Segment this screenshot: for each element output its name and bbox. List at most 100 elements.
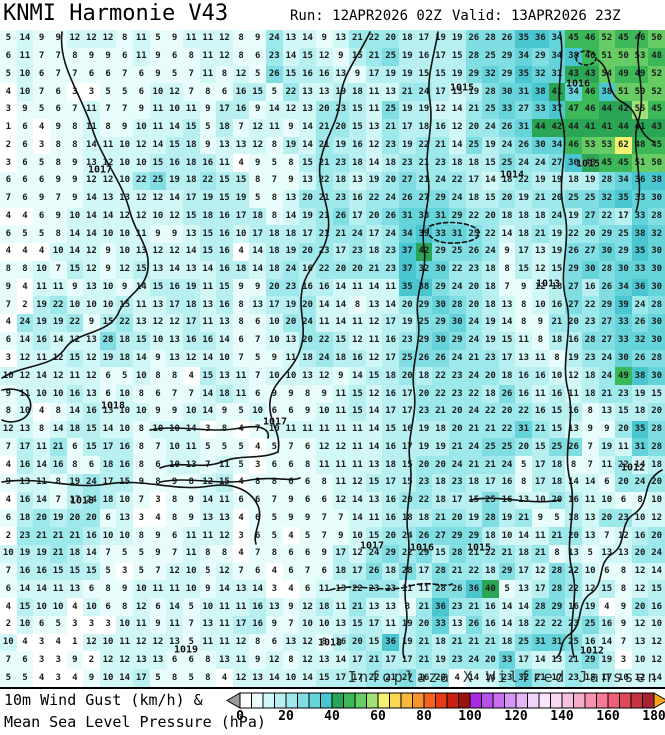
gust-value: 3 <box>83 615 100 634</box>
colorbar-cell <box>573 692 586 709</box>
gust-value: 12 <box>216 562 233 581</box>
gust-value: 6 <box>598 562 616 581</box>
gust-value: 5 <box>182 669 200 687</box>
gust-value: 8 <box>133 527 150 545</box>
gust-value: 20 <box>332 260 350 279</box>
gust-value: 8 <box>581 402 599 421</box>
gust-value: 10 <box>149 420 167 439</box>
pressure-label: 1014 <box>499 169 525 181</box>
gust-value: 18 <box>382 562 399 581</box>
pressure-label: 1015 <box>466 542 492 554</box>
gust-value: 6 <box>249 491 266 510</box>
gust-value: 14 <box>33 491 50 510</box>
gust-value: 15 <box>399 473 416 492</box>
gust-value: 8 <box>49 225 67 244</box>
gust-value: 9 <box>49 30 67 48</box>
gust-value: 43 <box>648 118 665 137</box>
gust-value: 8 <box>133 420 150 439</box>
gust-value: 30 <box>498 83 516 102</box>
gust-value: 23 <box>415 402 433 421</box>
gust-value: 12 <box>16 367 34 386</box>
gust-value: 21 <box>448 562 466 581</box>
gust-value: 18 <box>182 154 200 173</box>
gust-value: 16 <box>399 420 416 439</box>
gust-value: 13 <box>216 314 233 332</box>
gust-value: 17 <box>399 651 416 670</box>
gust-value: 33 <box>498 101 516 119</box>
gust-value: 22 <box>482 544 499 563</box>
gust-value: 19 <box>282 296 300 315</box>
gust-value: 55 <box>631 101 649 119</box>
gust-value: 7 <box>232 118 250 137</box>
gust-value: 6 <box>282 473 300 492</box>
gust-value: 43 <box>581 154 599 173</box>
gust-value: 10 <box>266 367 283 386</box>
gust-value: 12 <box>249 118 266 137</box>
gust-value: 5 <box>116 367 133 386</box>
gust-value: 26 <box>415 349 433 368</box>
gust-value: 13 <box>598 402 616 421</box>
gust-value: 44 <box>615 118 632 137</box>
gust-value: 32 <box>415 260 433 279</box>
gust-value: 13 <box>515 491 532 510</box>
gust-value: 6 <box>16 136 34 155</box>
gust-value: 11 <box>133 30 150 48</box>
gust-value: 18 <box>548 473 566 492</box>
gust-value: 4 <box>232 473 250 492</box>
gust-value: 19 <box>432 30 449 48</box>
gust-value: 4 <box>182 367 200 386</box>
gust-value: 4 <box>232 509 250 528</box>
gust-value: 10 <box>266 331 283 350</box>
gust-value: 17 <box>365 225 383 244</box>
gust-value: 17 <box>598 669 616 687</box>
gust-value: 5 <box>16 225 34 244</box>
colorbar-cell <box>504 692 517 709</box>
gust-value: 6 <box>315 491 333 510</box>
pressure-label: 1018 <box>69 495 95 507</box>
gust-value: 9 <box>66 189 84 208</box>
gust-value: 12 <box>232 65 250 84</box>
gust-value: 10 <box>598 491 616 510</box>
gust-value: 22 <box>515 172 532 190</box>
gust-value: 22 <box>66 314 84 332</box>
gust-value: 13 <box>581 527 599 545</box>
gust-value: 24 <box>631 473 649 492</box>
gust-value: 14 <box>365 278 383 297</box>
gust-value: 20 <box>415 615 433 634</box>
gust-value: 3 <box>83 83 100 102</box>
gust-value: 33 <box>615 314 632 332</box>
gust-value: 15 <box>232 172 250 190</box>
gust-value: 20 <box>282 314 300 332</box>
gust-value: 29 <box>465 527 483 545</box>
gust-value: 24 <box>465 314 483 332</box>
gust-value: 18 <box>548 331 566 350</box>
gust-value: 11 <box>149 580 167 599</box>
gust-value: 10 <box>116 420 133 439</box>
gust-value: 10 <box>49 243 67 261</box>
gust-value: 9 <box>315 544 333 563</box>
gust-value: 45 <box>598 154 616 173</box>
gust-value: 16 <box>33 331 50 350</box>
gust-value: 9 <box>49 207 67 226</box>
gust-value: 21 <box>49 438 67 457</box>
colorbar-cell <box>619 692 632 709</box>
gust-value: 13 <box>498 296 516 315</box>
gust-value: 14 <box>33 456 50 474</box>
gust-value: 24 <box>299 314 316 332</box>
gust-value: 16 <box>349 189 366 208</box>
gust-value: 8 <box>631 491 649 510</box>
gust-value: 5 <box>166 65 183 84</box>
gust-value: 14 <box>99 420 117 439</box>
gust-value: 17 <box>349 669 366 687</box>
gust-value: 23 <box>382 260 399 279</box>
gust-value: 9 <box>0 385 17 403</box>
colorbar-cell <box>331 692 344 709</box>
gust-value: 29 <box>532 47 549 66</box>
gust-value: 14 <box>83 207 100 226</box>
gust-value: 32 <box>631 331 649 350</box>
gust-value: 21 <box>532 189 549 208</box>
gust-value: 7 <box>581 456 599 474</box>
gust-value: 8 <box>133 456 150 474</box>
gust-value: 22 <box>315 260 333 279</box>
gust-value: 6 <box>149 456 167 474</box>
